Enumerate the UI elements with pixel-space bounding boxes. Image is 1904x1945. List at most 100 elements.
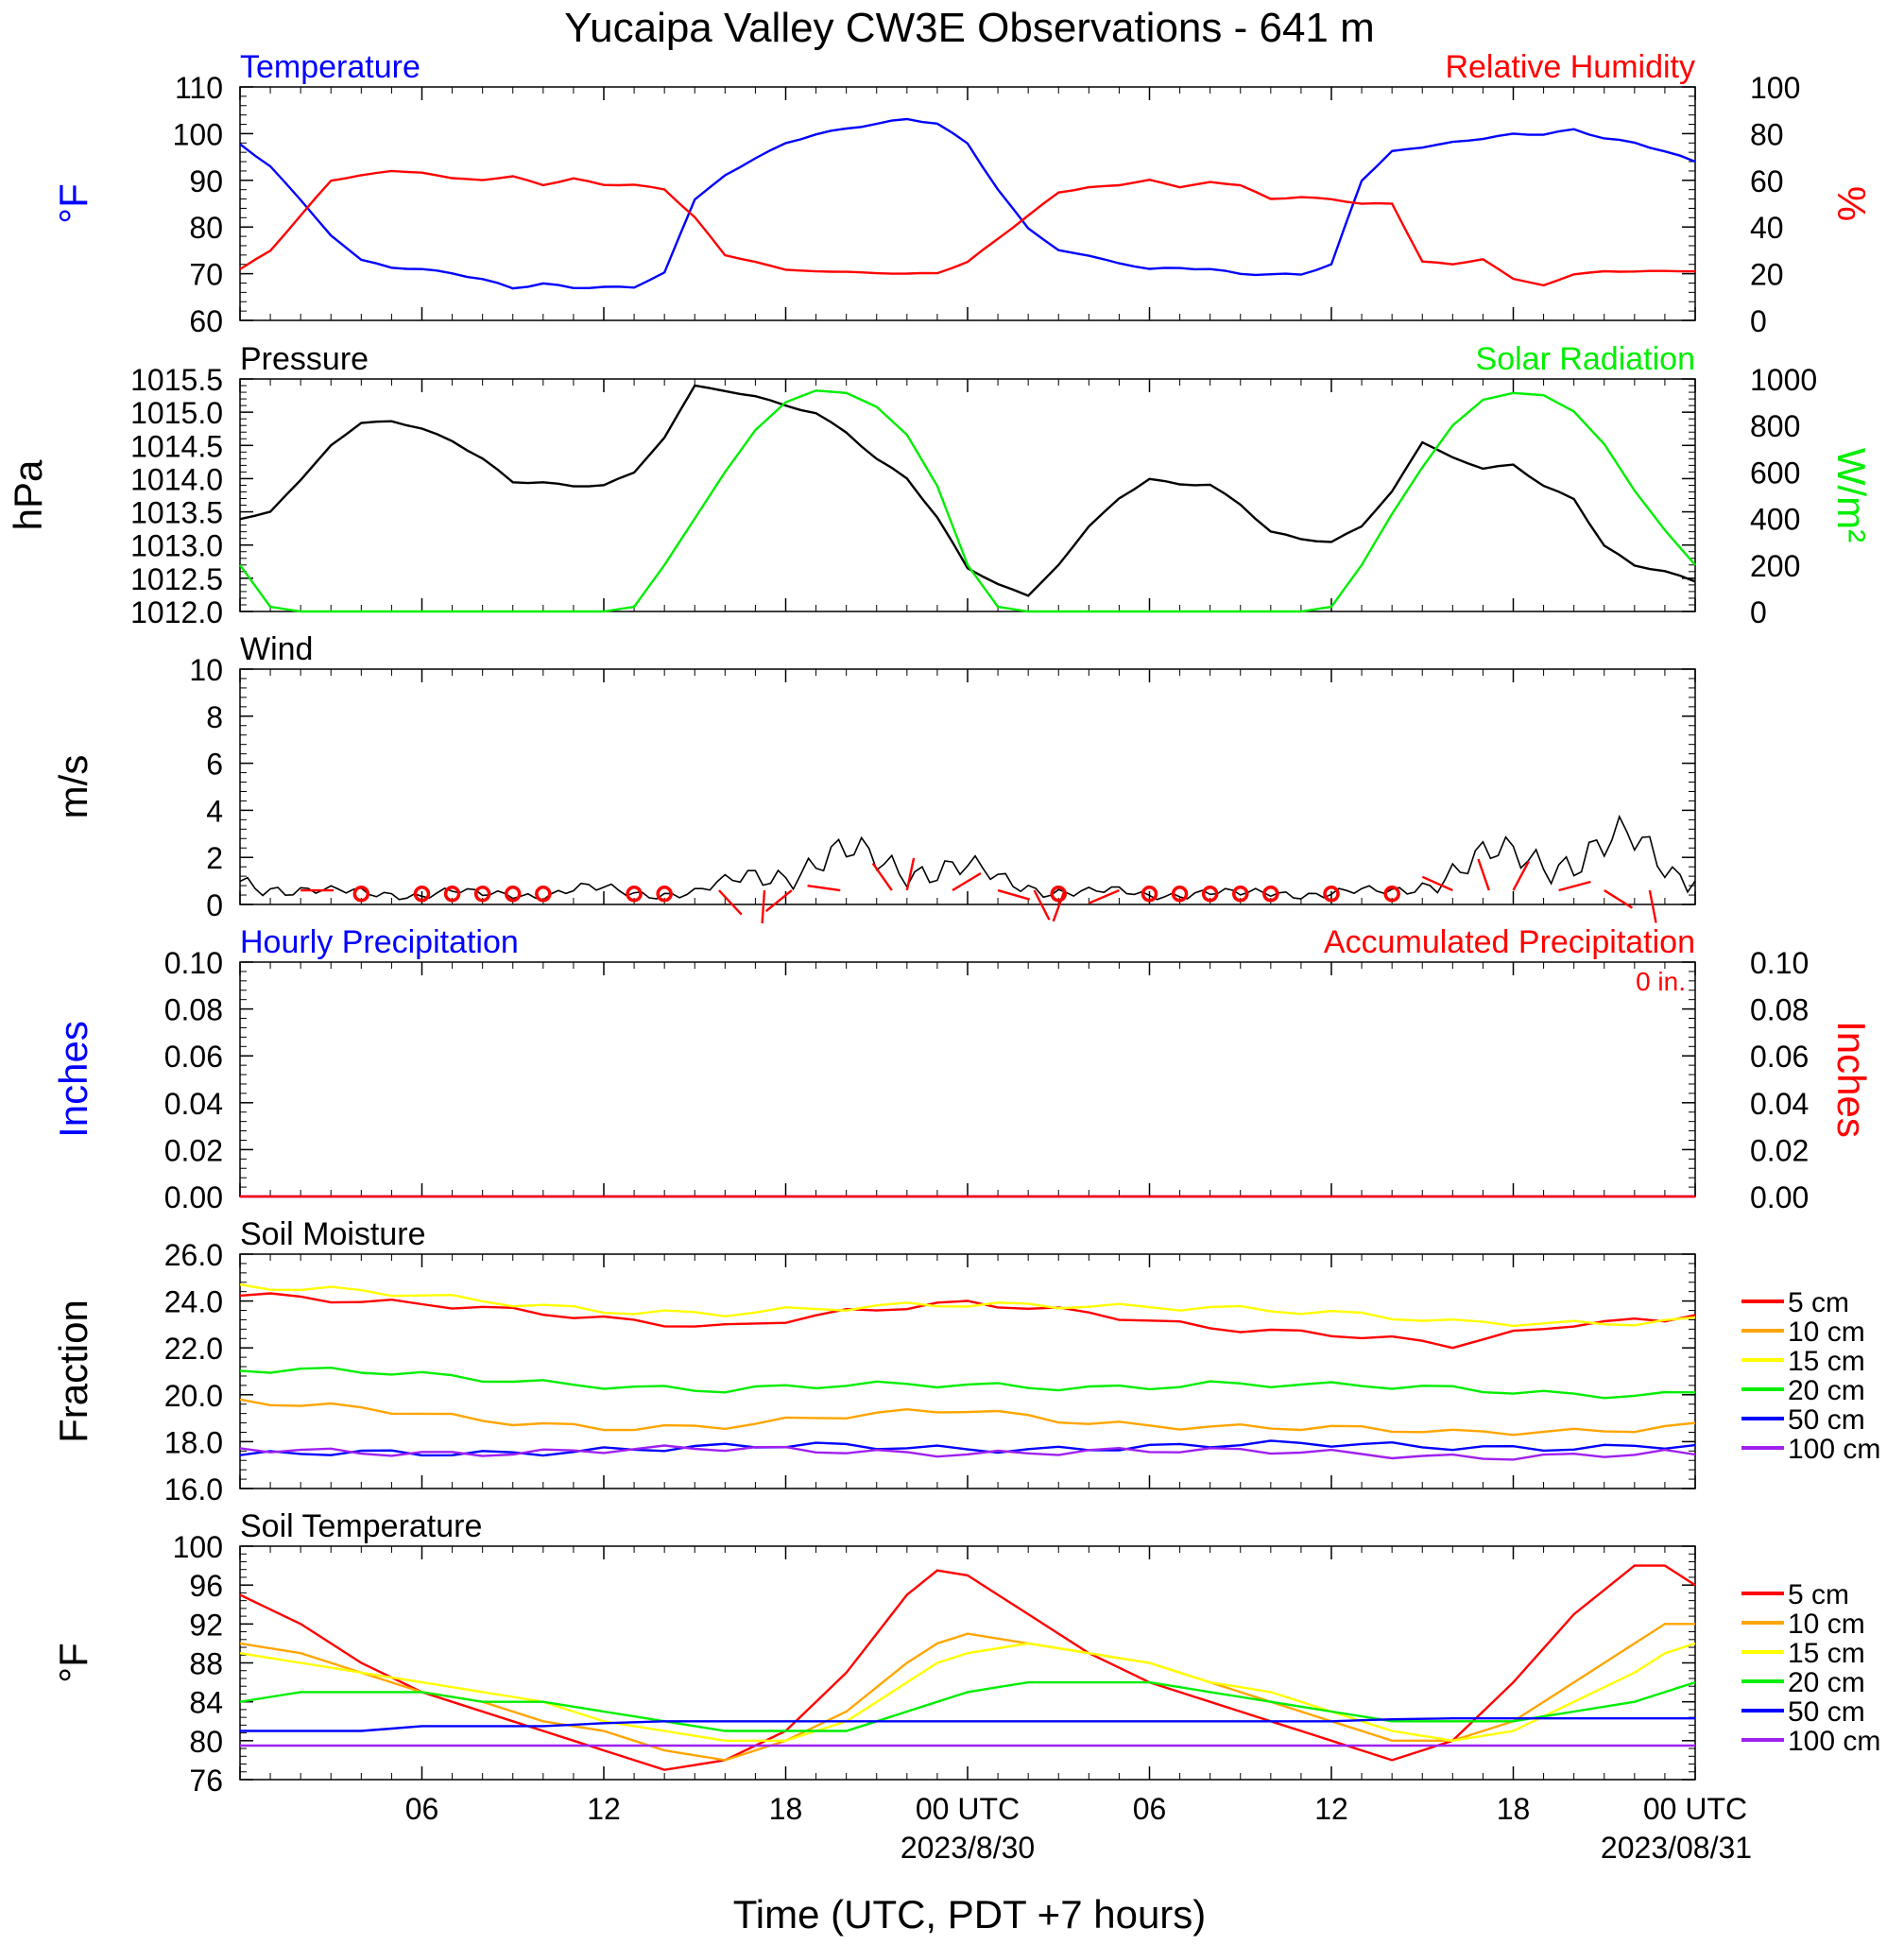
y-tick-label: 1015.0 [130, 396, 223, 430]
y-tick-label: 110 [175, 71, 223, 105]
y-tick-label: 2 [206, 841, 223, 875]
y-tick-label: 16.0 [164, 1472, 223, 1506]
series-line-5-cm [239, 1292, 1696, 1350]
wind-barb [1052, 889, 1066, 922]
y-right-tick-label: 800 [1750, 409, 1800, 443]
calm-wind-marker [413, 886, 431, 903]
y-tick-label: 96 [189, 1569, 223, 1603]
panel-frame [239, 378, 1696, 612]
panel-title: Soil Moisture [240, 1216, 426, 1252]
panel-wind: 10 8 6 4 2 0 Wind m/s [51, 631, 1696, 924]
y-axis-label-right: W/m² [1829, 448, 1874, 542]
panel-temperature-humidity: 110 100 90 80 70 60 100 80 60 40 20 0 Temperature Rel… [51, 49, 1874, 338]
y-tick-label: 26.0 [164, 1238, 223, 1272]
y-tick-label: 0.08 [164, 993, 223, 1027]
calm-wind-marker [1201, 886, 1219, 903]
y-tick-label: 1013.0 [130, 529, 223, 563]
panel-soil-temperature: 100 96 92 88 84 80 76 Soil Temperature °F 5 cm10 … [51, 1508, 1880, 1798]
panel-frame [239, 668, 1696, 905]
y-tick-label: 90 [189, 164, 223, 198]
x-date-label: 2023/8/30 [901, 1831, 1035, 1865]
y-right-tick-label: 0.08 [1750, 993, 1809, 1027]
y-tick-label: 1013.5 [130, 496, 223, 530]
legend-label: 10 cm [1788, 1317, 1865, 1348]
panel-precipitation: 0.10 0.08 0.06 0.04 0.02 0.00 0.10 0.08 0.06 0.04… [51, 924, 1874, 1214]
panel-title: Wind [240, 631, 313, 667]
legend-label: 20 cm [1788, 1667, 1865, 1698]
series-line-20-cm [239, 1366, 1696, 1400]
legend-label: 100 cm [1788, 1726, 1880, 1757]
x-tick-label: 12 [1314, 1792, 1348, 1826]
y-tick-label: 18.0 [164, 1425, 223, 1459]
y-axis-label-left: °F [51, 1643, 95, 1682]
y-tick-label: 10 [189, 653, 223, 687]
wind-barb [1033, 889, 1051, 921]
x-tick-label: 18 [1497, 1792, 1531, 1826]
series-line-relative-humidity [239, 169, 1695, 287]
calm-wind-marker [535, 886, 552, 903]
wind-barb [1512, 860, 1530, 891]
calm-wind-marker [656, 886, 673, 903]
y-right-tick-label: 60 [1750, 164, 1784, 198]
wind-barb [761, 889, 766, 924]
y-tick-label: 0.04 [164, 1087, 223, 1121]
y-tick-label: 20.0 [164, 1379, 223, 1413]
y-tick-label: 100 [173, 117, 223, 151]
panel-title-right: Solar Radiation [1476, 341, 1695, 377]
legend-label: 50 cm [1788, 1404, 1865, 1436]
y-axis-label-right: % [1829, 186, 1874, 221]
series-line-100-cm [239, 1444, 1696, 1461]
calm-wind-marker [1323, 886, 1340, 903]
wind-barb [764, 889, 793, 913]
wind-barb [997, 888, 1031, 901]
calm-wind-marker [1262, 886, 1279, 903]
y-tick-label: 88 [189, 1647, 223, 1681]
y-right-tick-label: 0.02 [1750, 1133, 1809, 1167]
wind-barb [807, 885, 841, 892]
y-tick-label: 1014.0 [130, 462, 223, 496]
y-right-tick-label: 600 [1750, 456, 1800, 490]
series-line-15-cm [239, 1642, 1696, 1743]
y-tick-label: 4 [206, 794, 223, 828]
y-right-tick-label: 0.04 [1750, 1087, 1809, 1121]
wind-barb [1421, 875, 1453, 892]
series-line-pressure [239, 384, 1696, 597]
calm-wind-marker [443, 886, 461, 903]
series-line-temperature [239, 117, 1696, 290]
series-line-10-cm [239, 1398, 1696, 1437]
y-tick-label: 6 [206, 748, 223, 782]
panel-title-left: Pressure [240, 341, 369, 377]
calm-wind-marker [1383, 886, 1400, 903]
wind-barb [1477, 858, 1490, 891]
legend-label: 10 cm [1788, 1609, 1865, 1640]
y-tick-label: 0.06 [164, 1040, 223, 1074]
wind-barb [1088, 888, 1120, 904]
y-tick-label: 1015.5 [130, 363, 223, 397]
series-line-solar-radiation [239, 389, 1696, 613]
legend-label: 5 cm [1788, 1579, 1849, 1610]
legend-label: 50 cm [1788, 1696, 1865, 1728]
y-tick-label: 100 [173, 1530, 223, 1564]
wind-barb [871, 862, 893, 891]
y-tick-label: 92 [189, 1608, 223, 1642]
precip-total-annotation: 0 in. [1636, 967, 1686, 996]
figure-title: Yucaipa Valley CW3E Observations - 641 m [564, 5, 1375, 51]
y-tick-label: 1014.5 [130, 429, 223, 463]
panel-pressure-solar: 1015.51015.01014.51014.01013.51013.01012… [6, 341, 1874, 629]
y-tick-label: 0.10 [164, 946, 223, 980]
panel-title-left: Temperature [240, 49, 420, 85]
panel-frame [239, 86, 1696, 321]
x-date-label: 2023/08/31 [1601, 1831, 1752, 1865]
y-right-tick-label: 0.10 [1750, 946, 1809, 980]
calm-wind-marker [1171, 886, 1189, 903]
calm-wind-marker [1232, 886, 1249, 903]
x-tick-label: 00 UTC [1643, 1792, 1747, 1826]
y-right-tick-label: 0.00 [1750, 1180, 1809, 1214]
y-right-tick-label: 40 [1750, 211, 1784, 245]
calm-wind-marker [352, 886, 370, 903]
legend-label: 15 cm [1788, 1638, 1865, 1669]
series-line-50-cm [239, 1439, 1696, 1457]
x-tick-label: 12 [587, 1792, 621, 1826]
